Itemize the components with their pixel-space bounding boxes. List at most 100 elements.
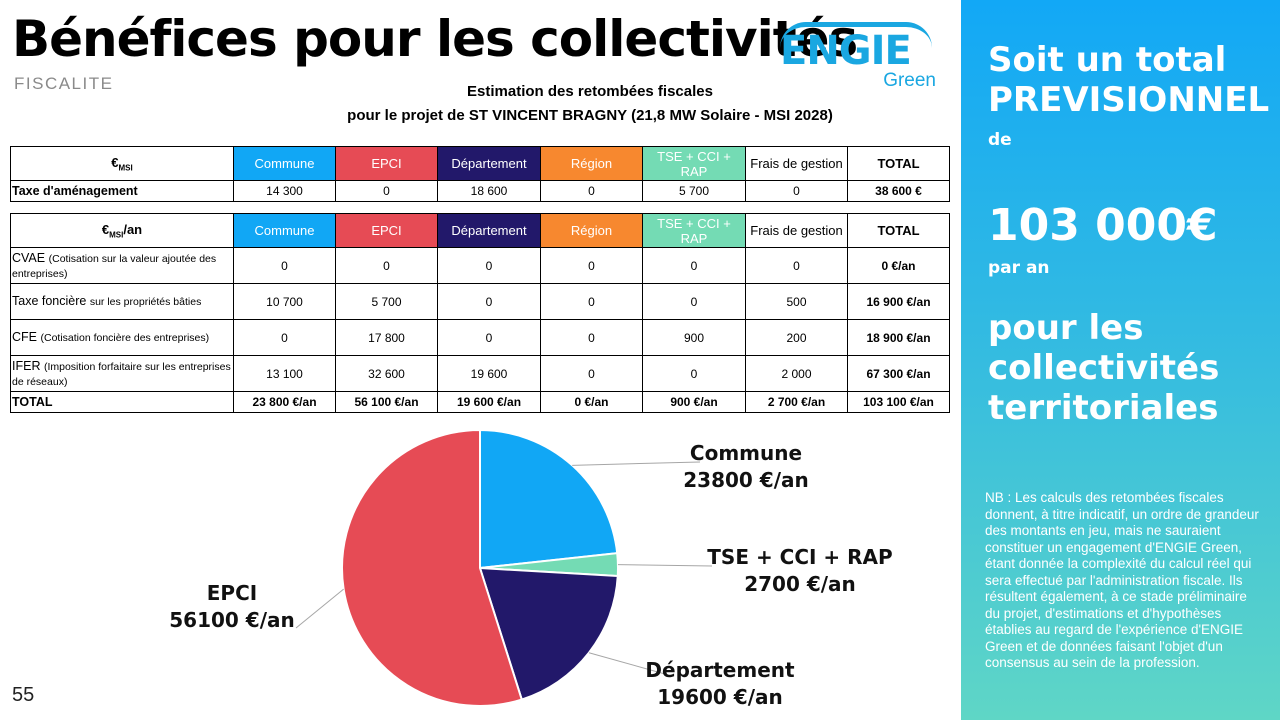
cell: 0 — [745, 247, 848, 284]
cell: 0 — [642, 247, 746, 284]
pie-label-tse: TSE + CCI + RAP 2700 €/an — [700, 544, 900, 598]
cell: 0 — [233, 247, 336, 284]
cell: 13 100 — [233, 355, 336, 392]
pie-slice-commune — [479, 428, 619, 570]
cell: 500 — [745, 283, 848, 320]
cell: 0 — [642, 355, 746, 392]
pie-label-value: 56100 €/an — [169, 608, 295, 632]
cell: 5 700 — [642, 180, 746, 202]
col-total: TOTAL — [847, 146, 950, 181]
cell: 32 600 — [335, 355, 438, 392]
pie-label-value: 19600 €/an — [657, 685, 783, 709]
cell: 0 — [335, 247, 438, 284]
table-row: CFE (Cotisation foncière des entreprises… — [10, 319, 950, 356]
engie-green-logo: ENGIE Green — [776, 22, 938, 92]
row-label: TOTAL — [10, 391, 234, 413]
cell: 17 800 — [335, 319, 438, 356]
sidebar-line-3: de — [988, 130, 1012, 150]
pie-label-name: Département — [645, 658, 795, 682]
page-number: 55 — [12, 684, 35, 706]
page-subtitle: FISCALITE — [14, 74, 114, 93]
col-epci: EPCI — [335, 213, 438, 248]
row-label: CVAE (Cotisation sur la valeur ajoutée d… — [10, 247, 234, 284]
cell: 900 €/an — [642, 391, 746, 413]
logo-brand: ENGIE — [780, 28, 912, 74]
col-departement: Département — [437, 213, 541, 248]
cell: 19 600 €/an — [437, 391, 541, 413]
cell: 19 600 — [437, 355, 541, 392]
table-total-row: TOTAL 23 800 €/an 56 100 €/an 19 600 €/a… — [10, 391, 950, 413]
col-tse: TSE + CCI + RAP — [642, 146, 746, 181]
pie-label-value: 2700 €/an — [744, 572, 856, 596]
tax-table-msi-per-year: €MSI/an Commune EPCI Département Région … — [10, 213, 950, 413]
table-caption: Estimation des retombées fiscales pour l… — [300, 80, 880, 128]
cell: 0 — [745, 180, 848, 202]
pie-label-name: TSE + CCI + RAP — [707, 545, 893, 569]
caption-line-1: Estimation des retombées fiscales — [467, 83, 713, 100]
col-frais: Frais de gestion — [745, 146, 848, 181]
pie-label-name: EPCI — [206, 581, 258, 605]
cell-total: 67 300 €/an — [847, 355, 950, 392]
pie-label-name: Commune — [689, 441, 803, 465]
tax-table-msi: €MSI Commune EPCI Département Région TSE… — [10, 146, 950, 202]
cell-total: 16 900 €/an — [847, 283, 950, 320]
cell-total: 38 600 € — [847, 180, 950, 202]
cell-total: 0 €/an — [847, 247, 950, 284]
cell: 0 — [437, 247, 541, 284]
col-frais: Frais de gestion — [745, 213, 848, 248]
cell-total: 18 900 €/an — [847, 319, 950, 356]
sidebar-target-3: territoriales — [988, 388, 1219, 428]
table-row: Taxe foncière sur les propriétés bâties … — [10, 283, 950, 320]
table2-unit-header: €MSI/an — [10, 213, 234, 248]
row-label: Taxe foncière sur les propriétés bâties — [10, 283, 234, 320]
sidebar-heading: Soit un total PREVISIONNEL — [988, 40, 1269, 120]
table-row: Taxe d'aménagement 14 300 0 18 600 0 5 7… — [10, 180, 950, 202]
logo-sub: Green — [883, 70, 936, 91]
logo-arc — [780, 22, 932, 48]
pie-slice-tse-cci-rap — [479, 552, 619, 578]
pie-label-departement: Département 19600 €/an — [636, 657, 804, 711]
row-label: CFE (Cotisation foncière des entreprises… — [10, 319, 234, 356]
page-title: Bénéfices pour les collectivités — [12, 10, 858, 68]
cell-total: 103 100 €/an — [847, 391, 950, 413]
pie-leader-line — [617, 564, 713, 567]
cell: 0 — [437, 283, 541, 320]
cell: 0 — [540, 355, 643, 392]
cell: 0 — [335, 180, 438, 202]
pie-label-commune: Commune 23800 €/an — [660, 440, 832, 494]
pie-slice-d-partement — [478, 566, 619, 701]
row-label: IFER (Imposition forfaitaire sur les ent… — [10, 355, 234, 392]
sidebar-target: pour les collectivités territoriales — [988, 308, 1219, 428]
col-total: TOTAL — [847, 213, 950, 248]
sidebar-line-2: PREVISIONNEL — [988, 80, 1270, 120]
caption-line-2: pour le projet de ST VINCENT BRAGNY (21,… — [347, 107, 833, 124]
cell: 0 €/an — [540, 391, 643, 413]
col-region: Région — [540, 213, 643, 248]
cell: 10 700 — [233, 283, 336, 320]
pie-label-value: 23800 €/an — [683, 468, 809, 492]
table1-unit-header: €MSI — [10, 146, 234, 181]
summary-sidebar: Soit un total PREVISIONNEL de 103 000€ p… — [961, 0, 1280, 720]
cell: 900 — [642, 319, 746, 356]
cell: 18 600 — [437, 180, 541, 202]
disclaimer-note: NB : Les calculs des retombées fiscales … — [985, 490, 1259, 670]
sidebar-line-1: Soit un total — [988, 40, 1227, 80]
cell: 56 100 €/an — [335, 391, 438, 413]
pie-slice-epci — [341, 428, 524, 707]
cell: 0 — [540, 283, 643, 320]
cell: 14 300 — [233, 180, 336, 202]
sidebar-amount: 103 000€ — [988, 200, 1218, 251]
cell: 0 — [233, 319, 336, 356]
cell: 23 800 €/an — [233, 391, 336, 413]
cell: 0 — [437, 319, 541, 356]
row-label: Taxe d'aménagement — [10, 180, 234, 202]
table-row: IFER (Imposition forfaitaire sur les ent… — [10, 355, 950, 392]
cell: 5 700 — [335, 283, 438, 320]
table-row: CVAE (Cotisation sur la valeur ajoutée d… — [10, 247, 950, 284]
cell: 0 — [642, 283, 746, 320]
col-tse: TSE + CCI + RAP — [642, 213, 746, 248]
cell: 2 700 €/an — [745, 391, 848, 413]
col-commune: Commune — [233, 213, 336, 248]
col-commune: Commune — [233, 146, 336, 181]
cell: 0 — [540, 319, 643, 356]
